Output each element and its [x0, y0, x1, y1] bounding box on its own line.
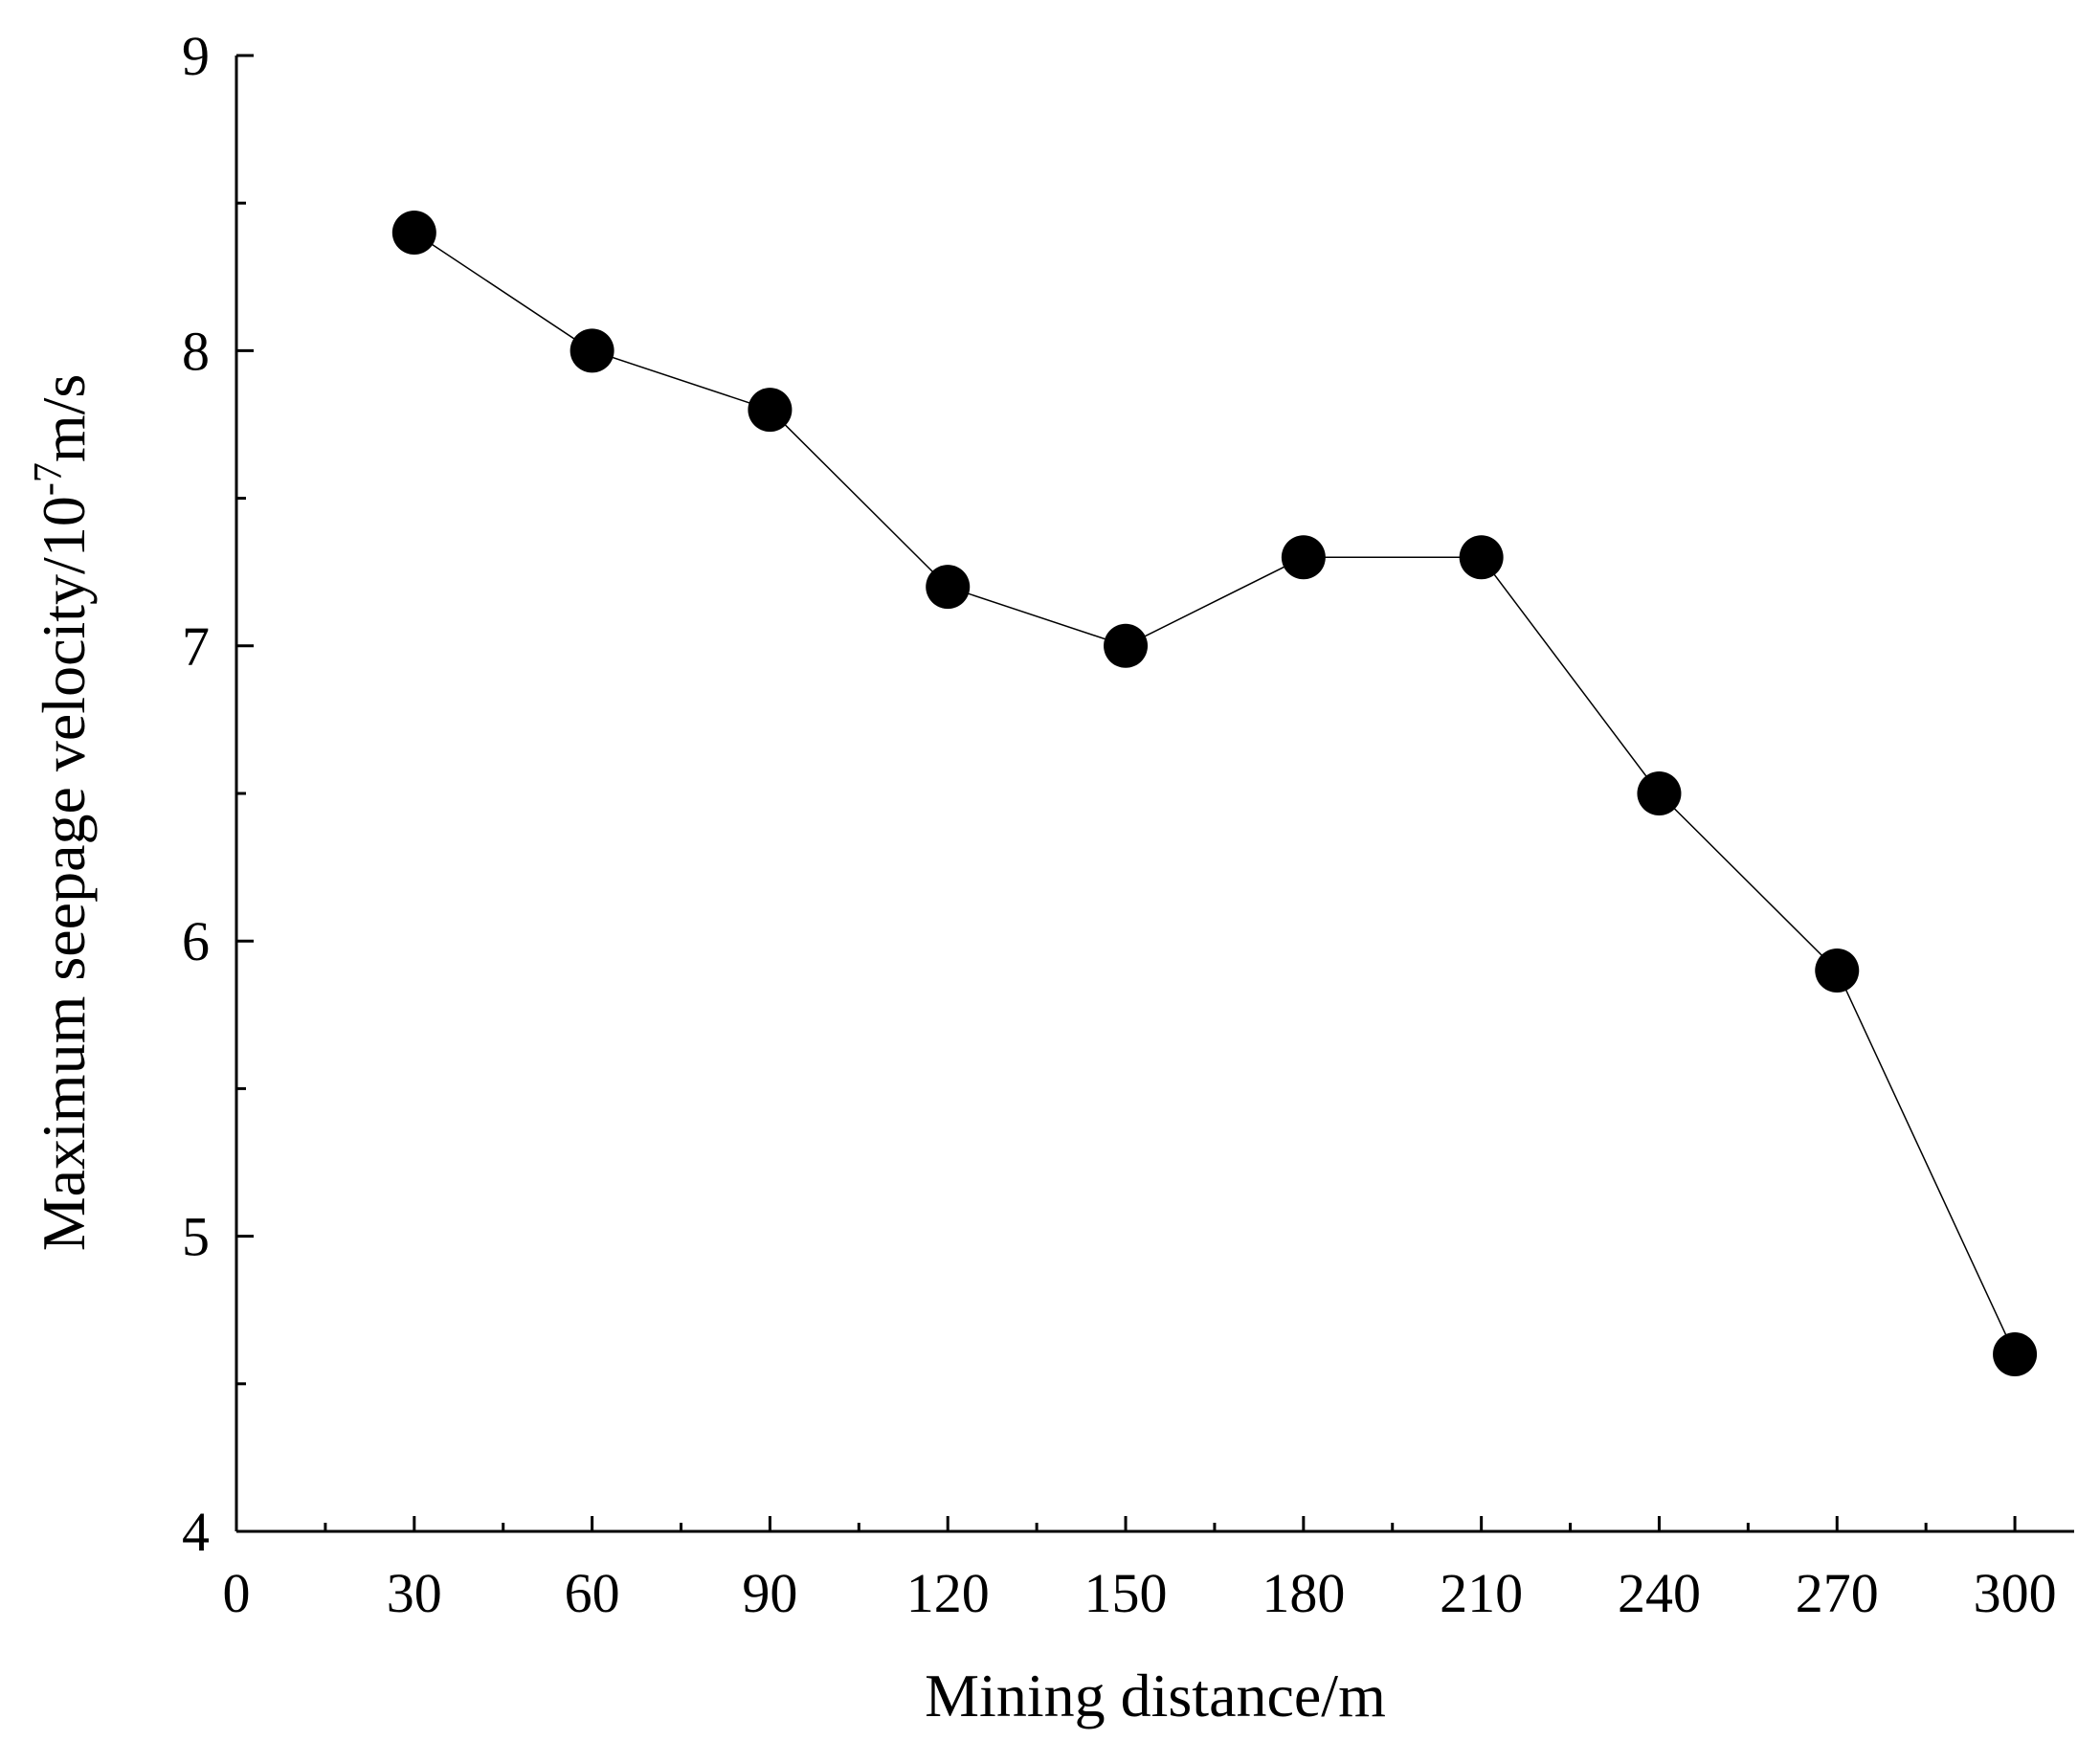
- x-tick-label: 30: [387, 1562, 442, 1624]
- y-tick-label: 6: [182, 910, 210, 972]
- x-tick-label: 150: [1084, 1562, 1168, 1624]
- data-point: [1815, 948, 1860, 993]
- data-point: [1637, 771, 1682, 815]
- y-axis-title-unit: m/s: [30, 374, 98, 462]
- data-point: [1459, 535, 1504, 580]
- y-axis-title-exponent: -7: [27, 462, 71, 496]
- series-line: [413, 232, 2016, 1355]
- x-tick-label: 90: [742, 1562, 797, 1624]
- y-tick-label: 7: [182, 615, 210, 678]
- x-tick-label: 180: [1262, 1562, 1345, 1624]
- series-layer: [391, 211, 2038, 1376]
- x-tick-label: 210: [1440, 1562, 1523, 1624]
- y-axis-title-main: Maximum seepage velocity/10: [30, 496, 98, 1251]
- x-tick-label: 240: [1618, 1562, 1701, 1624]
- x-tick-label: 0: [223, 1562, 251, 1624]
- y-tick-label: 4: [182, 1501, 210, 1563]
- data-point: [1104, 623, 1149, 668]
- axes: 0 30 60 90 120 150 180 210 240 270 300 4 5 6 7 8 9: [182, 25, 2074, 1624]
- y-tick-label: 8: [182, 320, 210, 382]
- data-point: [570, 328, 614, 373]
- y-tick-label: 5: [182, 1206, 210, 1268]
- data-point: [748, 388, 793, 433]
- y-tick-label: 9: [182, 25, 210, 87]
- x-tick-label: 120: [906, 1562, 990, 1624]
- x-tick-label: 300: [1974, 1562, 2057, 1624]
- axis-titles: Mining distance/m Maximum seepage veloci…: [27, 374, 1386, 1730]
- data-point: [391, 211, 436, 256]
- data-point: [1993, 1331, 2038, 1376]
- y-axis-title: Maximum seepage velocity/10-7m/s: [27, 374, 98, 1252]
- x-axis-title: Mining distance/m: [925, 1662, 1386, 1730]
- x-tick-label: 60: [565, 1562, 620, 1624]
- data-point: [926, 565, 971, 610]
- x-tick-label: 270: [1796, 1562, 1879, 1624]
- data-point: [1281, 535, 1326, 580]
